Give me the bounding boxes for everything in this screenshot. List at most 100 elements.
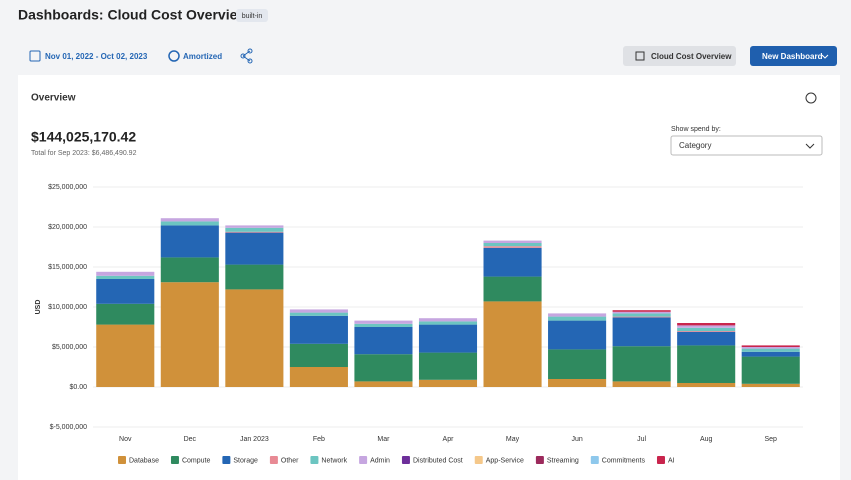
bar-segment xyxy=(548,320,607,350)
bar-segment xyxy=(160,221,219,226)
bar-segment xyxy=(741,383,800,387)
bar-segment xyxy=(612,311,671,314)
view-button-label: Cloud Cost Overview xyxy=(651,52,732,61)
x-tick-label: Apr xyxy=(443,436,455,443)
bar-segment xyxy=(548,316,607,321)
bar-segment xyxy=(160,282,219,387)
bar-segment xyxy=(741,348,800,352)
bar-segment xyxy=(96,303,155,325)
share-icon[interactable] xyxy=(240,48,253,64)
y-tick-label: $25,000,000 xyxy=(48,184,87,191)
bar-segment xyxy=(96,279,155,304)
legend-swatch xyxy=(359,456,368,464)
bar-segment xyxy=(418,352,478,380)
bar-segment xyxy=(225,227,284,232)
bar-segment xyxy=(677,383,736,387)
total-note: Total for Sep 2023: $6,486,490.92 xyxy=(31,150,137,157)
x-tick-label: Mar xyxy=(377,436,390,443)
bar-segment xyxy=(160,218,219,222)
legend-swatch xyxy=(535,456,544,464)
legend-label: Database xyxy=(129,457,159,464)
x-tick-label: Jan 2023 xyxy=(240,436,269,443)
bar-segment xyxy=(225,264,284,290)
bar-segment xyxy=(612,346,671,382)
legend-swatch xyxy=(656,456,665,464)
y-axis-label: USD xyxy=(35,300,42,315)
y-tick-label: $15,000,000 xyxy=(48,264,87,271)
bar-segment xyxy=(289,309,348,313)
bar-segment xyxy=(612,381,671,387)
total: $144,025,170.42 xyxy=(31,129,136,145)
bar-segment xyxy=(160,225,219,258)
bar-segment xyxy=(548,379,607,387)
date-range[interactable]: Nov 01, 2022 - Oct 02, 2023 xyxy=(45,52,148,61)
bar-segment xyxy=(354,327,413,355)
x-tick-label: Jun xyxy=(571,436,582,443)
bar-segment xyxy=(289,343,348,367)
x-tick-label: Dec xyxy=(184,436,197,443)
legend-swatch xyxy=(222,456,231,464)
y-tick-label: $10,000,000 xyxy=(48,304,87,311)
bar-segment xyxy=(483,246,542,248)
x-tick-label: Nov xyxy=(119,436,132,443)
bar-segment xyxy=(612,313,671,317)
select-chevron xyxy=(805,143,815,149)
bar-segment xyxy=(677,331,736,346)
bar-segment xyxy=(612,316,671,318)
bar-segment xyxy=(483,243,542,247)
new-button[interactable] xyxy=(750,46,837,66)
bar-segment xyxy=(160,257,219,283)
cost-type[interactable]: Amortized xyxy=(183,52,222,61)
bar-segment xyxy=(677,345,736,383)
legend-swatch xyxy=(310,456,319,464)
info-icon[interactable] xyxy=(805,92,817,104)
x-tick-label: Aug xyxy=(700,436,713,443)
bar-segment xyxy=(354,323,413,327)
x-tick-label: Feb xyxy=(313,436,325,443)
bar-segment xyxy=(225,225,284,228)
bar-segment xyxy=(741,351,800,357)
bar-segment xyxy=(677,331,736,332)
legend-label: AI xyxy=(668,457,675,464)
legend-label: Commitments xyxy=(602,457,646,464)
spend-by-value: Category xyxy=(679,141,711,150)
legend-label: Compute xyxy=(182,457,211,464)
x-tick-label: Jul xyxy=(637,436,646,443)
bar-segment xyxy=(548,349,607,379)
bar-segment xyxy=(741,345,800,347)
legend-label: Storage xyxy=(233,457,258,464)
page-title: Dashboards: Cloud Cost Overview xyxy=(18,7,248,23)
y-tick-label: $20,000,000 xyxy=(48,224,87,231)
x-tick-label: May xyxy=(506,436,520,443)
view-button[interactable] xyxy=(623,46,736,66)
card-title: Overview xyxy=(31,93,76,104)
chevron xyxy=(821,54,829,59)
bar-segment xyxy=(354,320,413,324)
bar-segment xyxy=(677,323,736,326)
bar-segment xyxy=(483,247,542,277)
legend-swatch xyxy=(118,456,126,464)
bar-segment xyxy=(418,324,478,353)
bar-segment xyxy=(225,232,284,265)
badge-bg xyxy=(236,9,268,22)
bar-segment xyxy=(418,318,478,322)
new-button-label: New Dashboard xyxy=(762,52,823,61)
bar-segment xyxy=(289,367,348,387)
legend-label: Distributed Cost xyxy=(413,457,463,464)
y-tick-label: $-5,000,000 xyxy=(50,424,87,431)
bar-segment xyxy=(548,313,607,317)
bar-segment xyxy=(96,324,155,387)
bar-segment xyxy=(741,356,800,384)
legend-label: Admin xyxy=(370,457,390,464)
legend-swatch xyxy=(401,456,410,464)
x-tick-label: Sep xyxy=(764,436,777,443)
legend-swatch xyxy=(474,456,483,464)
legend-swatch xyxy=(170,456,179,464)
bar-segment xyxy=(483,276,542,302)
spend-by-select[interactable] xyxy=(670,135,823,156)
grid-icon xyxy=(635,51,645,61)
bar-segment xyxy=(677,325,736,328)
bar-segment xyxy=(483,240,542,243)
legend-label: Other xyxy=(281,457,299,464)
